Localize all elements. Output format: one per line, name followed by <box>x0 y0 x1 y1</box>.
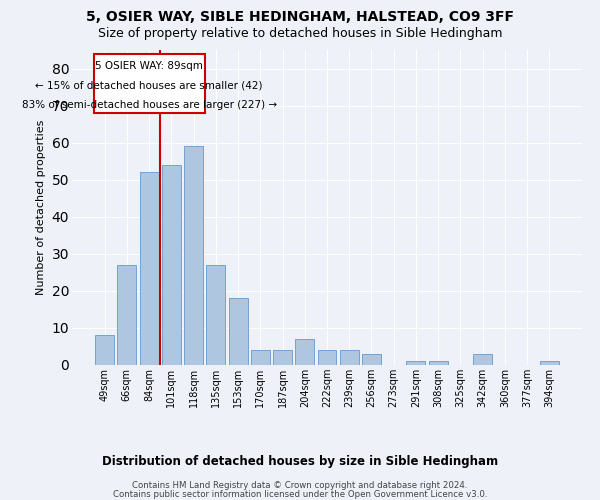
Bar <box>362 354 381 365</box>
Bar <box>273 350 292 365</box>
Bar <box>229 298 248 365</box>
Bar <box>406 362 425 365</box>
Bar <box>184 146 203 365</box>
Bar <box>251 350 270 365</box>
Text: 83% of semi-detached houses are larger (227) →: 83% of semi-detached houses are larger (… <box>22 100 277 110</box>
Text: 5 OSIER WAY: 89sqm: 5 OSIER WAY: 89sqm <box>95 60 203 70</box>
Text: Contains public sector information licensed under the Open Government Licence v3: Contains public sector information licen… <box>113 490 487 499</box>
Text: 5, OSIER WAY, SIBLE HEDINGHAM, HALSTEAD, CO9 3FF: 5, OSIER WAY, SIBLE HEDINGHAM, HALSTEAD,… <box>86 10 514 24</box>
Bar <box>429 362 448 365</box>
Text: Size of property relative to detached houses in Sible Hedingham: Size of property relative to detached ho… <box>98 28 502 40</box>
Y-axis label: Number of detached properties: Number of detached properties <box>36 120 46 295</box>
Text: ← 15% of detached houses are smaller (42): ← 15% of detached houses are smaller (42… <box>35 80 263 90</box>
Bar <box>118 265 136 365</box>
Text: Distribution of detached houses by size in Sible Hedingham: Distribution of detached houses by size … <box>102 455 498 468</box>
Bar <box>162 165 181 365</box>
Bar <box>473 354 492 365</box>
Bar <box>206 265 225 365</box>
Bar <box>295 339 314 365</box>
Bar <box>317 350 337 365</box>
Bar <box>540 362 559 365</box>
Bar <box>340 350 359 365</box>
Bar <box>95 336 114 365</box>
Bar <box>94 54 205 113</box>
Bar <box>140 172 158 365</box>
Text: Contains HM Land Registry data © Crown copyright and database right 2024.: Contains HM Land Registry data © Crown c… <box>132 481 468 490</box>
